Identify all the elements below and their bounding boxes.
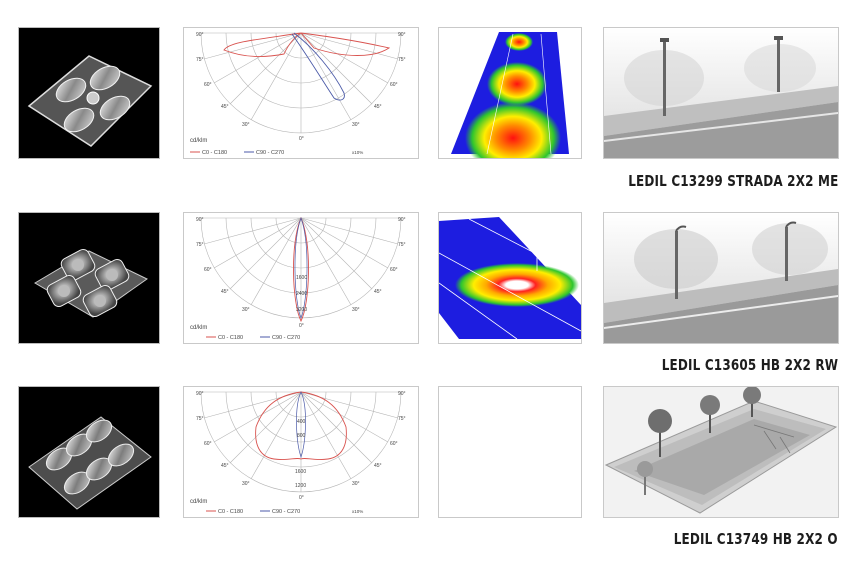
angle-label: 60° bbox=[204, 441, 212, 447]
curve-c0-c180 bbox=[255, 391, 347, 461]
angle-label: 75° bbox=[196, 57, 204, 63]
angle-label: 60° bbox=[390, 267, 398, 273]
product-caption: LEDIL C13749 HB 2X2 O bbox=[673, 530, 838, 548]
product-caption: LEDIL C13605 HB 2X2 RW bbox=[661, 356, 838, 374]
angle-label: 75° bbox=[398, 416, 406, 422]
unit-label: cd/klm bbox=[190, 499, 207, 505]
legend-c0-c180: C0 - C180 bbox=[218, 509, 243, 515]
angle-label: 45° bbox=[374, 289, 382, 295]
legend-c90-c270: C90 - C270 bbox=[272, 335, 300, 341]
angle-label: 30° bbox=[242, 122, 250, 128]
angle-label: 90° bbox=[196, 217, 204, 223]
angle-label: 0° bbox=[299, 136, 304, 142]
polar-diagram-c13749: 90° 75° 60° 45° 30° 0° 30° 45° 60° 75° 9… bbox=[183, 386, 419, 518]
scale-note: x10% bbox=[352, 150, 363, 155]
intensity-value: 800 bbox=[297, 433, 306, 439]
angle-label: 0° bbox=[299, 323, 304, 329]
lens-photo-c13605 bbox=[18, 212, 160, 344]
intensity-value: 3200 bbox=[296, 307, 307, 313]
lens-photo-c13299 bbox=[18, 27, 160, 159]
legend-c90-c270: C90 - C270 bbox=[256, 150, 284, 156]
legend-c0-c180: C0 - C180 bbox=[218, 335, 243, 341]
product-caption: LEDIL C13299 STRADA 2X2 ME bbox=[627, 172, 838, 190]
intensity-value: 2400 bbox=[296, 291, 307, 297]
lens-photo-c13749 bbox=[18, 386, 160, 518]
angle-label: 90° bbox=[398, 32, 406, 38]
angle-label: 75° bbox=[398, 242, 406, 248]
legend-c90-c270: C90 - C270 bbox=[272, 509, 300, 515]
lens-image bbox=[34, 248, 148, 318]
lens-image bbox=[27, 55, 153, 147]
angle-label: 0° bbox=[299, 495, 304, 501]
street-scene bbox=[604, 213, 838, 343]
angle-label: 75° bbox=[398, 57, 406, 63]
polar-chart: 90° 75° 60° 45° 30° 0° 30° 45° 60° 75° 9… bbox=[190, 216, 406, 341]
polar-grid bbox=[200, 391, 402, 493]
angle-label: 75° bbox=[196, 416, 204, 422]
angle-label: 45° bbox=[221, 104, 229, 110]
angle-label: 60° bbox=[390, 82, 398, 88]
unit-label: cd/klm bbox=[190, 325, 207, 331]
scale-note: x10% bbox=[352, 509, 363, 514]
legend-c0-c180: C0 - C180 bbox=[202, 150, 227, 156]
angle-label: 90° bbox=[398, 391, 406, 397]
intensity-value: 1600 bbox=[295, 469, 306, 475]
curve-c90-c270 bbox=[291, 32, 345, 101]
intensity-value: 1200 bbox=[295, 483, 306, 489]
isolux-map-c13605 bbox=[438, 212, 582, 344]
angle-label: 90° bbox=[196, 391, 204, 397]
angle-label: 30° bbox=[352, 122, 360, 128]
curve-c0-c180 bbox=[293, 216, 309, 323]
angle-label: 60° bbox=[204, 82, 212, 88]
street-render-c13605 bbox=[603, 212, 839, 344]
unit-label: cd/klm bbox=[190, 138, 207, 144]
angle-label: 90° bbox=[196, 32, 204, 38]
curve-c90-c270 bbox=[294, 216, 308, 319]
angle-label: 30° bbox=[352, 481, 360, 487]
curve-c0-c180 bbox=[223, 32, 391, 58]
isolux-image bbox=[451, 32, 569, 158]
angle-label: 60° bbox=[204, 267, 212, 273]
angle-label: 30° bbox=[242, 481, 250, 487]
angle-label: 75° bbox=[196, 242, 204, 248]
isolux-image bbox=[439, 217, 581, 340]
curve-c90-c270 bbox=[296, 391, 306, 459]
angle-label: 30° bbox=[352, 307, 360, 313]
angle-label: 45° bbox=[221, 463, 229, 469]
polar-grid bbox=[200, 217, 402, 319]
isolux-map-empty bbox=[438, 386, 582, 518]
angle-label: 90° bbox=[398, 217, 406, 223]
street-scene bbox=[604, 28, 838, 158]
angle-label: 45° bbox=[374, 104, 382, 110]
park-render-c13749 bbox=[603, 386, 839, 518]
angle-label: 60° bbox=[390, 441, 398, 447]
park-scene bbox=[604, 387, 838, 517]
polar-chart: 90° 75° 60° 45° 30° 0° 30° 45° 60° 75° 9… bbox=[190, 32, 406, 156]
polar-chart: 90° 75° 60° 45° 30° 0° 30° 45° 60° 75° 9… bbox=[190, 391, 406, 515]
isolux-map-c13299 bbox=[438, 27, 582, 159]
lens-image bbox=[28, 416, 152, 510]
intensity-value: 400 bbox=[297, 419, 306, 425]
angle-label: 45° bbox=[374, 463, 382, 469]
polar-diagram-c13605: 90° 75° 60° 45° 30° 0° 30° 45° 60° 75° 9… bbox=[183, 212, 419, 344]
polar-diagram-c13299: 90° 75° 60° 45° 30° 0° 30° 45° 60° 75° 9… bbox=[183, 27, 419, 159]
angle-label: 45° bbox=[221, 289, 229, 295]
intensity-value: 1600 bbox=[296, 275, 307, 281]
street-render-c13299 bbox=[603, 27, 839, 159]
angle-label: 30° bbox=[242, 307, 250, 313]
polar-grid bbox=[200, 32, 402, 134]
